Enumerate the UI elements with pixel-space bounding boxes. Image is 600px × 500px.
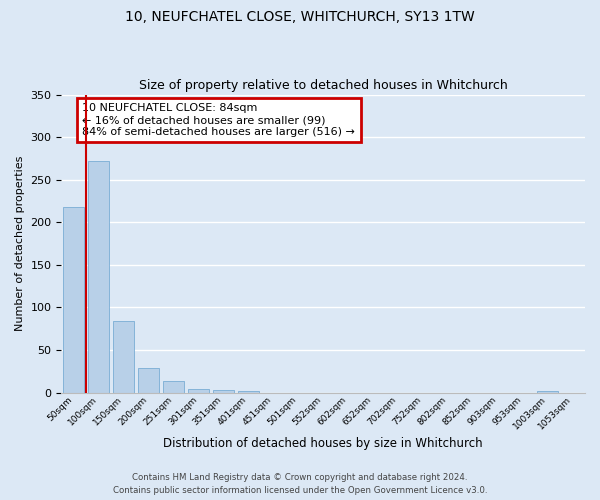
Text: 10 NEUFCHATEL CLOSE: 84sqm
← 16% of detached houses are smaller (99)
84% of semi: 10 NEUFCHATEL CLOSE: 84sqm ← 16% of deta… [82, 104, 355, 136]
Title: Size of property relative to detached houses in Whitchurch: Size of property relative to detached ho… [139, 79, 508, 92]
Bar [63, 207, 85, 392]
Text: 10, NEUFCHATEL CLOSE, WHITCHURCH, SY13 1TW: 10, NEUFCHATEL CLOSE, WHITCHURCH, SY13 1… [125, 10, 475, 24]
Bar [537, 391, 558, 392]
Y-axis label: Number of detached properties: Number of detached properties [15, 156, 25, 331]
Bar [238, 391, 259, 392]
Bar [213, 390, 234, 392]
Bar [188, 389, 209, 392]
X-axis label: Distribution of detached houses by size in Whitchurch: Distribution of detached houses by size … [163, 437, 483, 450]
Bar [163, 382, 184, 392]
Text: Contains HM Land Registry data © Crown copyright and database right 2024.
Contai: Contains HM Land Registry data © Crown c… [113, 474, 487, 495]
Bar [113, 321, 134, 392]
Bar [88, 161, 109, 392]
Bar [138, 368, 159, 392]
